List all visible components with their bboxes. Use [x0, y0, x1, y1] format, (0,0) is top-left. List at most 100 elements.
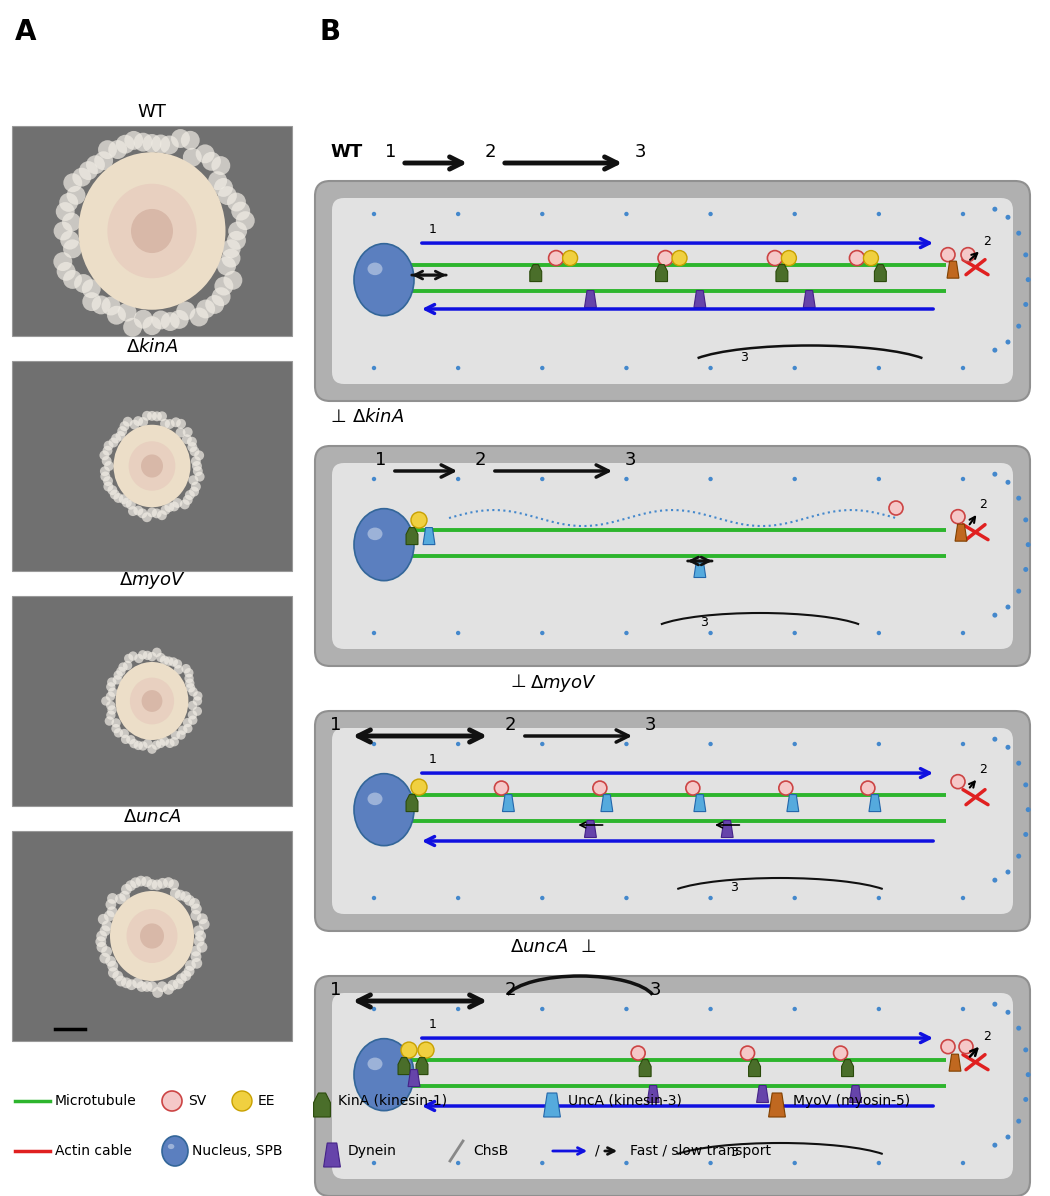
- Ellipse shape: [75, 274, 93, 293]
- Circle shape: [672, 251, 687, 266]
- Circle shape: [686, 781, 700, 795]
- Ellipse shape: [191, 482, 201, 492]
- Circle shape: [992, 737, 998, 742]
- Text: 3: 3: [635, 144, 647, 161]
- Ellipse shape: [160, 737, 169, 746]
- Ellipse shape: [141, 877, 152, 887]
- Circle shape: [540, 1161, 545, 1165]
- Ellipse shape: [101, 471, 110, 482]
- Ellipse shape: [105, 899, 117, 910]
- Ellipse shape: [192, 707, 202, 716]
- Ellipse shape: [62, 213, 81, 232]
- Ellipse shape: [130, 878, 141, 889]
- Circle shape: [961, 366, 965, 371]
- Circle shape: [877, 212, 881, 216]
- Ellipse shape: [59, 193, 78, 212]
- Ellipse shape: [107, 306, 126, 324]
- Circle shape: [1016, 324, 1022, 329]
- Circle shape: [1024, 518, 1028, 523]
- Circle shape: [1024, 1048, 1028, 1052]
- Ellipse shape: [102, 921, 112, 932]
- Polygon shape: [757, 1086, 769, 1103]
- Ellipse shape: [180, 500, 190, 509]
- FancyBboxPatch shape: [332, 728, 1013, 914]
- Ellipse shape: [118, 303, 136, 322]
- Ellipse shape: [354, 244, 414, 316]
- Circle shape: [548, 251, 564, 266]
- Ellipse shape: [110, 489, 120, 500]
- Circle shape: [849, 251, 864, 266]
- Text: 2: 2: [983, 234, 991, 248]
- Circle shape: [781, 251, 796, 266]
- Circle shape: [834, 1046, 847, 1060]
- Circle shape: [1016, 1026, 1022, 1031]
- Ellipse shape: [175, 428, 186, 438]
- Text: 2: 2: [979, 763, 987, 776]
- Ellipse shape: [108, 688, 118, 697]
- Ellipse shape: [151, 879, 163, 890]
- FancyBboxPatch shape: [315, 181, 1030, 401]
- Ellipse shape: [176, 974, 187, 984]
- Circle shape: [1016, 495, 1022, 501]
- Ellipse shape: [354, 774, 414, 846]
- Circle shape: [863, 251, 879, 266]
- Ellipse shape: [162, 1136, 188, 1166]
- Text: 2: 2: [983, 1030, 991, 1043]
- Circle shape: [877, 1161, 881, 1165]
- Circle shape: [456, 630, 460, 635]
- Ellipse shape: [117, 666, 126, 676]
- Ellipse shape: [122, 498, 131, 507]
- Circle shape: [709, 630, 713, 635]
- Ellipse shape: [123, 318, 142, 337]
- Circle shape: [1006, 869, 1010, 874]
- Circle shape: [456, 1161, 460, 1165]
- Ellipse shape: [133, 416, 143, 426]
- Circle shape: [540, 742, 545, 746]
- Ellipse shape: [113, 425, 190, 507]
- FancyBboxPatch shape: [332, 993, 1013, 1179]
- Ellipse shape: [368, 263, 382, 275]
- Ellipse shape: [184, 669, 193, 677]
- Ellipse shape: [190, 910, 202, 921]
- Circle shape: [1024, 782, 1028, 787]
- Ellipse shape: [107, 706, 117, 715]
- Ellipse shape: [104, 440, 113, 451]
- Text: 3: 3: [700, 616, 708, 629]
- Ellipse shape: [107, 486, 118, 495]
- Circle shape: [877, 1007, 881, 1011]
- Circle shape: [793, 896, 797, 901]
- Ellipse shape: [187, 437, 197, 446]
- Circle shape: [456, 742, 460, 746]
- Polygon shape: [849, 1086, 861, 1103]
- Ellipse shape: [190, 946, 202, 957]
- Circle shape: [1026, 277, 1031, 282]
- Ellipse shape: [54, 221, 72, 240]
- Circle shape: [861, 781, 875, 795]
- Polygon shape: [842, 1060, 854, 1076]
- Circle shape: [625, 212, 629, 216]
- Text: 3: 3: [645, 716, 656, 734]
- Ellipse shape: [139, 742, 148, 751]
- Circle shape: [992, 348, 998, 353]
- Ellipse shape: [63, 173, 82, 193]
- Ellipse shape: [111, 724, 121, 733]
- Ellipse shape: [60, 231, 79, 250]
- Ellipse shape: [63, 270, 82, 289]
- Ellipse shape: [143, 651, 152, 660]
- Ellipse shape: [108, 968, 119, 978]
- Ellipse shape: [228, 221, 247, 240]
- Text: $\Delta$kinA: $\Delta$kinA: [352, 408, 404, 426]
- Ellipse shape: [368, 793, 382, 805]
- Ellipse shape: [97, 941, 107, 953]
- Text: ⊥: ⊥: [510, 673, 526, 691]
- Text: Microtubule: Microtubule: [55, 1094, 136, 1107]
- Circle shape: [372, 896, 376, 901]
- Circle shape: [1024, 567, 1028, 572]
- Text: 1: 1: [330, 716, 341, 734]
- FancyBboxPatch shape: [332, 463, 1013, 649]
- Text: 1: 1: [429, 1018, 437, 1031]
- Circle shape: [768, 251, 782, 266]
- Ellipse shape: [171, 129, 190, 148]
- Ellipse shape: [133, 133, 152, 152]
- Ellipse shape: [82, 279, 101, 298]
